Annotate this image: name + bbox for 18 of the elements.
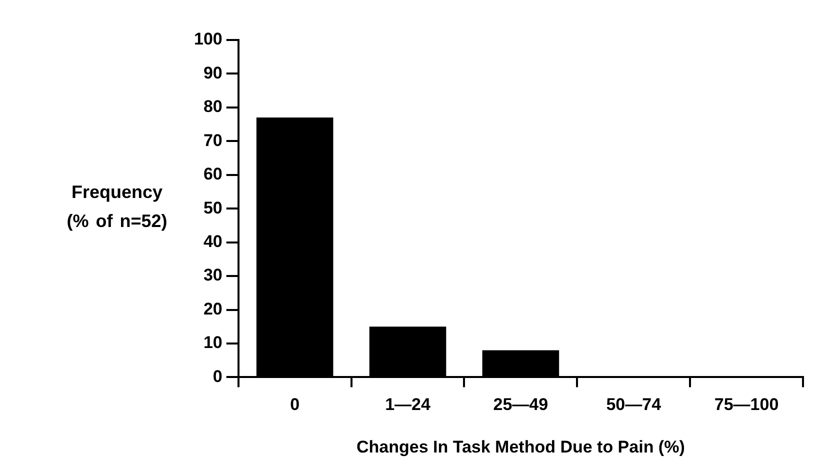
y-tick-label: 90 bbox=[203, 63, 222, 82]
y-tick-label: 20 bbox=[203, 299, 222, 318]
y-axis-title: Frequency (% of n=52) bbox=[66, 181, 168, 233]
y-tick-label: 10 bbox=[203, 333, 222, 352]
x-tick-label: 50—74 bbox=[606, 395, 662, 414]
y-tick-label: 100 bbox=[194, 30, 222, 49]
y-tick-label: 0 bbox=[212, 366, 222, 386]
x-tick-label: 1—24 bbox=[385, 395, 431, 414]
x-axis-title: Changes In Task Method Due to Pain (%) bbox=[356, 437, 685, 456]
y-tick-label: 80 bbox=[203, 97, 222, 116]
x-tick-label: 25—49 bbox=[493, 395, 548, 414]
x-tick-label: 0 bbox=[290, 395, 300, 414]
y-tick-label: 30 bbox=[203, 266, 222, 285]
y-tick-label: 60 bbox=[203, 164, 222, 184]
y-tick-label: 40 bbox=[203, 232, 222, 252]
y-tick-label: 70 bbox=[203, 130, 222, 150]
x-tick-label: 75—100 bbox=[714, 395, 779, 414]
y-tick-label: 50 bbox=[203, 198, 222, 218]
